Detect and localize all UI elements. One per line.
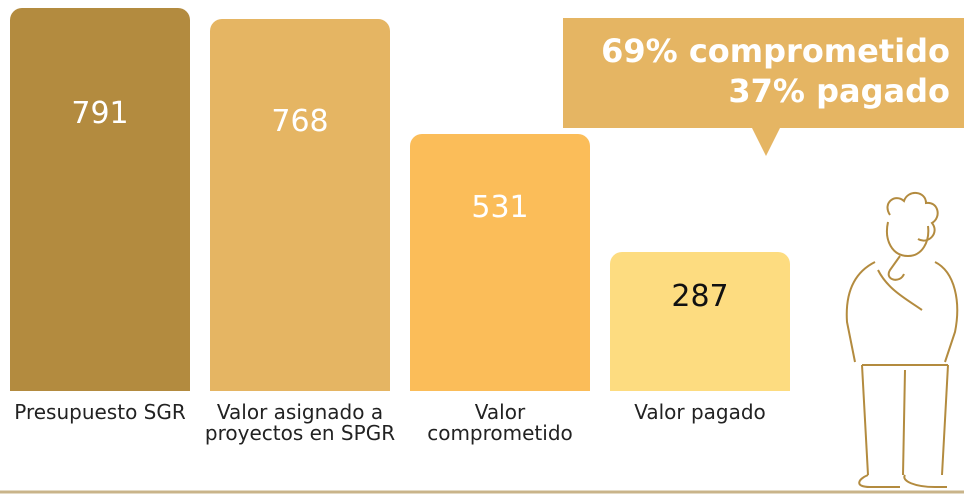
- value-label: 768: [271, 104, 329, 140]
- x-tick-label: Valor asignado a proyectos en SPGR: [204, 400, 396, 445]
- callout-pointer: [752, 128, 780, 156]
- value-label: 791: [71, 95, 129, 131]
- annotation: 69% comprometido: [601, 32, 950, 70]
- x-tick-label: Valor comprometido: [427, 400, 573, 445]
- bar: [10, 8, 190, 391]
- bar: [610, 252, 790, 391]
- bar: [410, 133, 590, 391]
- callout: 69% comprometido 37% pagado: [563, 18, 964, 128]
- value-label: 287: [671, 278, 729, 314]
- person-illustration: [845, 192, 959, 488]
- x-tick-label: Valor pagado: [634, 400, 766, 424]
- bar: [210, 19, 390, 391]
- value-label: 531: [471, 190, 529, 226]
- annotation: 37% pagado: [728, 72, 950, 110]
- x-tick-label: Presupuesto SGR: [14, 400, 186, 424]
